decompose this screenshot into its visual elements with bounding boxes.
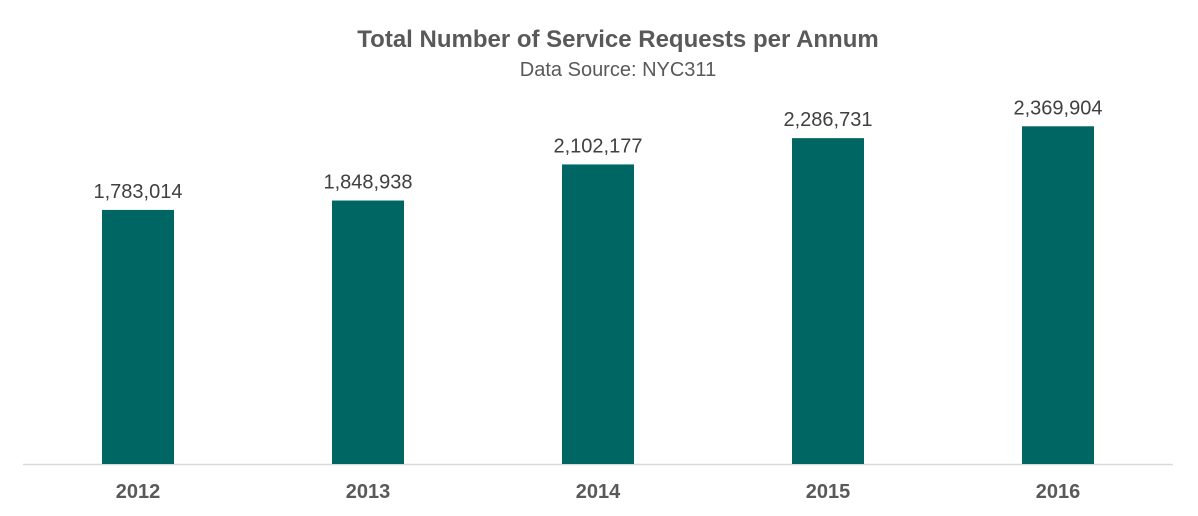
x-tick-label-2012: 2012 [116, 481, 161, 503]
data-label-2015: 2,286,731 [784, 109, 873, 131]
x-tick-label-2013: 2013 [346, 481, 391, 503]
data-label-2014: 2,102,177 [554, 135, 643, 157]
bar-2012 [102, 209, 174, 464]
x-tick-label-2014: 2014 [576, 481, 621, 503]
bar-2016 [1022, 126, 1094, 464]
chart-subtitle: Data Source: NYC311 [519, 59, 717, 81]
x-tick-label-2015: 2015 [806, 481, 851, 503]
bar-2013 [332, 200, 404, 464]
data-label-2016: 2,369,904 [1014, 97, 1103, 119]
bar-2014 [562, 164, 634, 465]
chart-title: Total Number of Service Requests per Ann… [357, 26, 879, 53]
data-label-2012: 1,783,014 [94, 181, 183, 203]
bar-2015 [792, 138, 864, 464]
x-tick-label-2016: 2016 [1036, 481, 1081, 503]
data-label-2013: 1,848,938 [324, 172, 413, 194]
